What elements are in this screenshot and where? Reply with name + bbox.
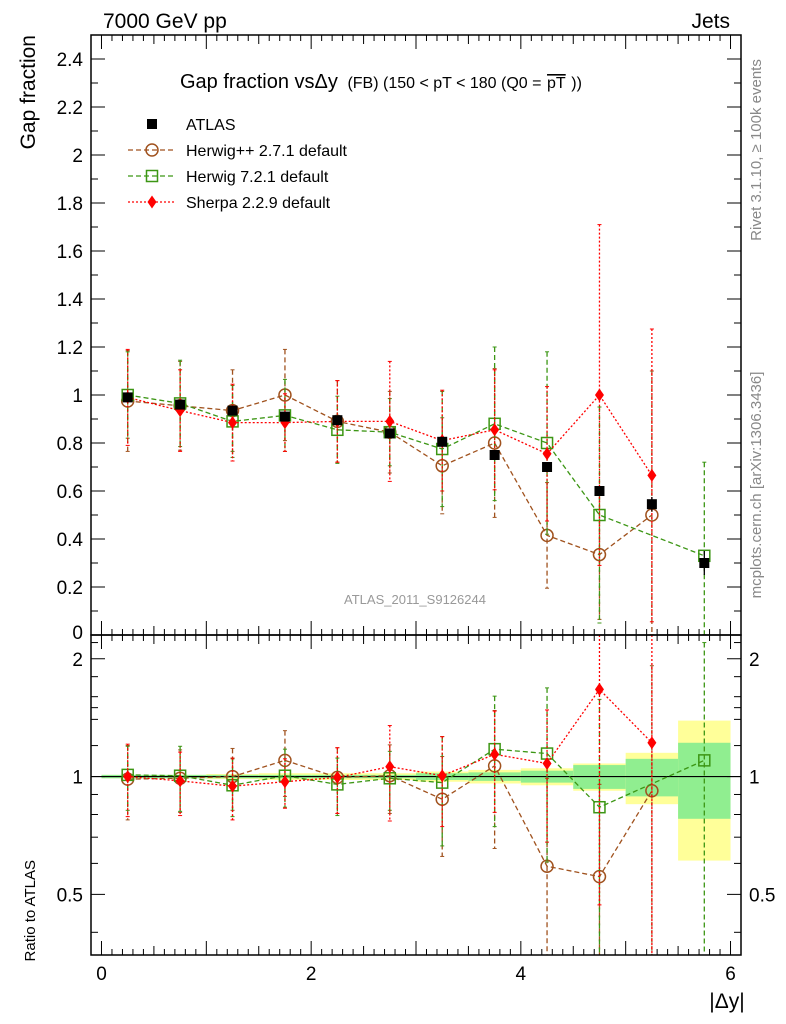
atlas-point [175, 399, 186, 410]
legend-label-herwig7: Herwig 7.2.1 default [186, 169, 329, 186]
main-ylabel: Gap fraction [17, 35, 40, 149]
ratio-ytick-label-right: 2 [749, 650, 760, 671]
atlas-point [332, 415, 343, 426]
main-ytick-label: 1.2 [57, 338, 83, 359]
legend-entry-sherpa: Sherpa 2.2.9 default [128, 195, 331, 212]
main-ytick-label: 1.6 [57, 242, 83, 263]
main-ytick-label: 1 [72, 386, 83, 407]
herwig7-line [127, 394, 705, 557]
plot-title: Gap fraction vsΔy (FB) (150 < pT < 180 (… [180, 71, 582, 93]
main-ytick-label: 2.2 [57, 98, 83, 119]
main-ytick-label: 0.6 [57, 482, 83, 503]
sherpa-point [332, 770, 342, 784]
energy-label: 7000 GeV pp [103, 10, 227, 33]
sherpa-series [123, 224, 657, 623]
main-ytick-label: 0.8 [57, 434, 83, 455]
herwig7-series [121, 642, 711, 956]
atlas-point [279, 411, 290, 422]
xlabel: |Δy| [709, 990, 744, 1013]
legend-entry-atlas: ATLAS [147, 117, 236, 134]
ratio-ytick-label-left: 1 [72, 768, 83, 789]
herwigpp-point [145, 143, 159, 157]
xtick-label: 0 [96, 964, 107, 985]
mcplots-label: mcplots.cern.ch [arXiv:1306.3436] [748, 372, 765, 599]
title-main: Gap fraction vsΔy [180, 71, 338, 93]
main-ytick-label: 1.8 [57, 194, 83, 215]
atlas-point [227, 405, 238, 416]
legend-entry-herwig7: Herwig 7.2.1 default [128, 169, 329, 186]
main-ytick-label: 2 [72, 146, 83, 167]
axes-layer: 0.2 0.4 0.6 0.8 1 1.2 1.4 1.6 1.8 2 2.2 2.4 0 0 2 4 6 0.5… [57, 34, 775, 985]
ratio-ytick-label-left: 2 [72, 650, 83, 671]
ratio-ylabel: Ratio to ATLAS [22, 860, 39, 961]
sherpa-point [437, 769, 447, 783]
herwig7-point [145, 169, 159, 183]
herwig7-point [698, 754, 711, 767]
title-detail: (FB) (150 < pT < 180 (Q0 = [347, 75, 541, 92]
sherpa-point [647, 468, 657, 482]
atlas-point [542, 462, 553, 472]
main-ytick-label: 2.4 [57, 50, 84, 71]
sherpa-point [542, 447, 552, 461]
atlas-point [489, 450, 500, 460]
sherpa-point [594, 682, 604, 696]
title-end: )) [571, 75, 582, 92]
ratio-ytick-label-left: 0.5 [57, 885, 83, 906]
sherpa-point [228, 416, 238, 430]
atlas-point [699, 558, 710, 568]
atlas-point [384, 428, 395, 439]
main-ytick-label: 0.2 [57, 578, 83, 599]
legend-label-atlas: ATLAS [186, 117, 236, 134]
xtick-label: 2 [306, 964, 317, 985]
sherpa-point [175, 774, 185, 788]
rivet-version-label: Rivet 3.1.10, ≥ 100k events [748, 59, 765, 241]
xtick-label: 4 [516, 964, 527, 985]
analysis-id-label: ATLAS_2011_S9126244 [344, 592, 486, 607]
xtick-label: 6 [725, 964, 736, 985]
ratio-ytick-label-right: 0.5 [749, 885, 775, 906]
legend-label-herwigpp: Herwig++ 2.7.1 default [186, 143, 348, 160]
atlas-point [594, 486, 605, 496]
atlas-point [437, 436, 448, 447]
legend: ATLAS Herwig++ 2.7.1 default Herwig 7.2.1 … [128, 117, 348, 212]
sherpa-point [647, 736, 657, 750]
legend-label-sherpa: Sherpa 2.2.9 default [186, 195, 331, 212]
ratio-ytick-label-right: 1 [749, 768, 760, 789]
sherpa-point [385, 414, 395, 428]
main-ytick-zero-label: 0 [72, 623, 83, 644]
sherpa-point [147, 195, 157, 209]
sherpa-point [280, 775, 290, 789]
main-ytick-label: 0.4 [57, 530, 84, 551]
sherpa-point [123, 770, 133, 784]
series-layer [120, 224, 711, 956]
sherpa-point [228, 779, 238, 793]
sherpa-line [127, 688, 653, 787]
atlas-point [147, 119, 157, 129]
main-ytick-label: 1.4 [57, 290, 84, 311]
atlas-point [646, 499, 657, 510]
process-label: Jets [691, 10, 730, 33]
sherpa-series [123, 634, 657, 956]
sherpa-point [490, 747, 500, 761]
sherpa-point [490, 423, 500, 437]
title-pt: pT [547, 75, 566, 92]
sherpa-point [385, 760, 395, 774]
atlas-point [122, 392, 133, 403]
legend-entry-herwigpp: Herwig++ 2.7.1 default [128, 143, 348, 160]
atlas-series [122, 392, 710, 575]
sherpa-point [594, 388, 604, 402]
sherpa-point [542, 756, 552, 770]
